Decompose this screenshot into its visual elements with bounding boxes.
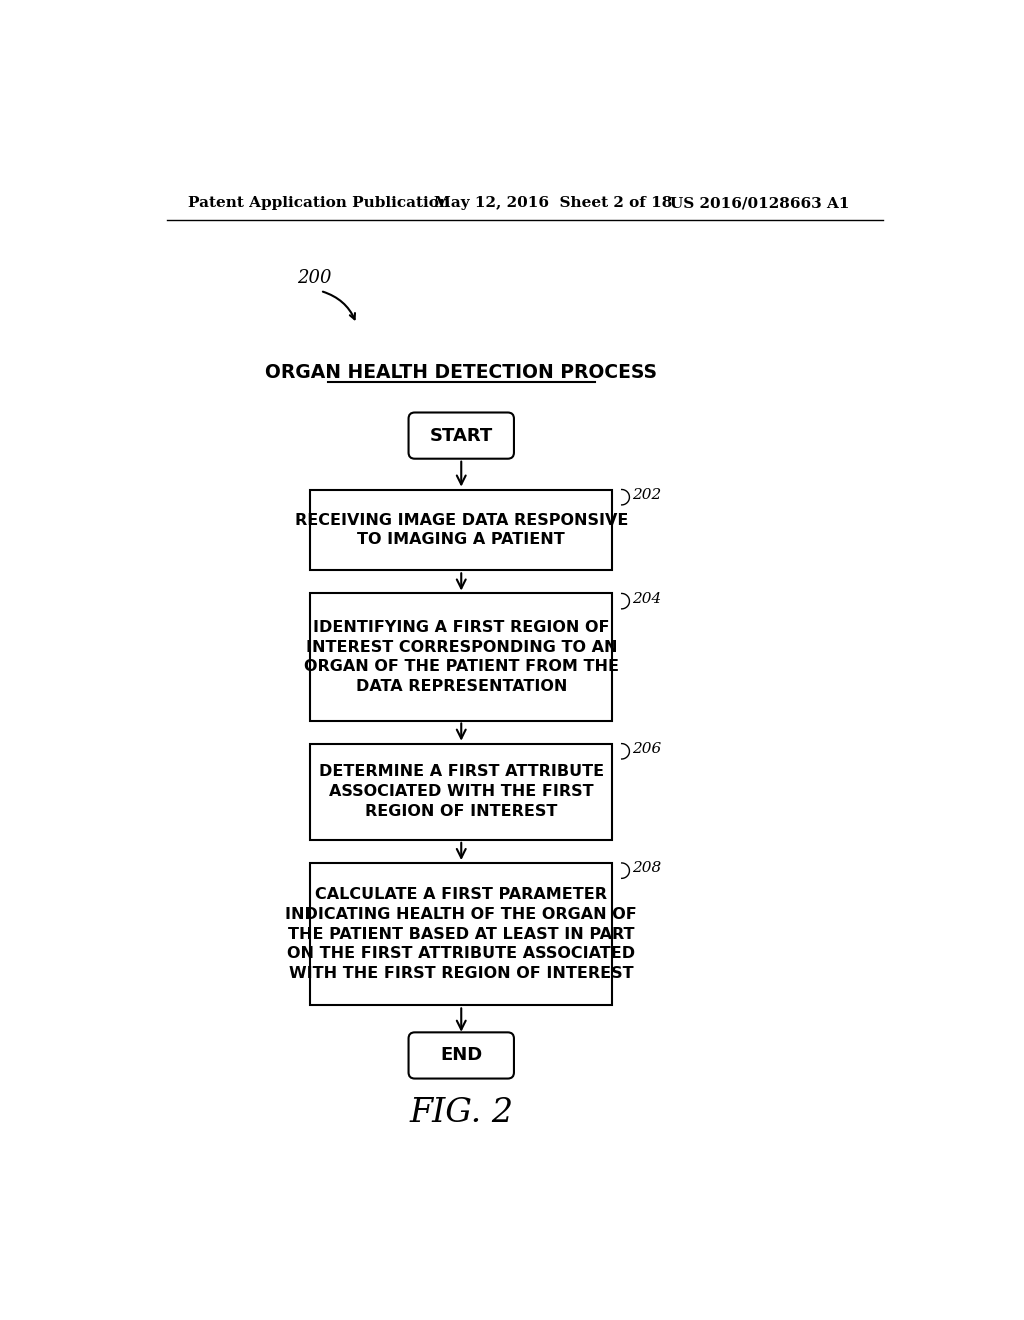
Text: RECEIVING IMAGE DATA RESPONSIVE
TO IMAGING A PATIENT: RECEIVING IMAGE DATA RESPONSIVE TO IMAGI…: [295, 512, 628, 548]
Text: 208: 208: [633, 862, 662, 875]
Text: 206: 206: [633, 742, 662, 756]
Text: END: END: [440, 1047, 482, 1064]
Text: 204: 204: [633, 591, 662, 606]
Text: FIG. 2: FIG. 2: [410, 1097, 513, 1129]
Text: 200: 200: [297, 269, 332, 286]
Text: IDENTIFYING A FIRST REGION OF
INTEREST CORRESPONDING TO AN
ORGAN OF THE PATIENT : IDENTIFYING A FIRST REGION OF INTEREST C…: [304, 620, 618, 694]
Text: May 12, 2016  Sheet 2 of 18: May 12, 2016 Sheet 2 of 18: [434, 197, 673, 210]
FancyBboxPatch shape: [310, 863, 612, 1006]
Text: CALCULATE A FIRST PARAMETER
INDICATING HEALTH OF THE ORGAN OF
THE PATIENT BASED : CALCULATE A FIRST PARAMETER INDICATING H…: [286, 887, 637, 981]
FancyBboxPatch shape: [409, 412, 514, 459]
Text: US 2016/0128663 A1: US 2016/0128663 A1: [671, 197, 850, 210]
Text: ORGAN HEALTH DETECTION PROCESS: ORGAN HEALTH DETECTION PROCESS: [265, 363, 657, 381]
Text: 202: 202: [633, 488, 662, 502]
FancyBboxPatch shape: [310, 743, 612, 840]
Text: Patent Application Publication: Patent Application Publication: [188, 197, 451, 210]
Text: START: START: [430, 426, 493, 445]
FancyBboxPatch shape: [310, 490, 612, 570]
FancyBboxPatch shape: [310, 594, 612, 721]
Text: DETERMINE A FIRST ATTRIBUTE
ASSOCIATED WITH THE FIRST
REGION OF INTEREST: DETERMINE A FIRST ATTRIBUTE ASSOCIATED W…: [318, 764, 604, 818]
FancyBboxPatch shape: [409, 1032, 514, 1078]
